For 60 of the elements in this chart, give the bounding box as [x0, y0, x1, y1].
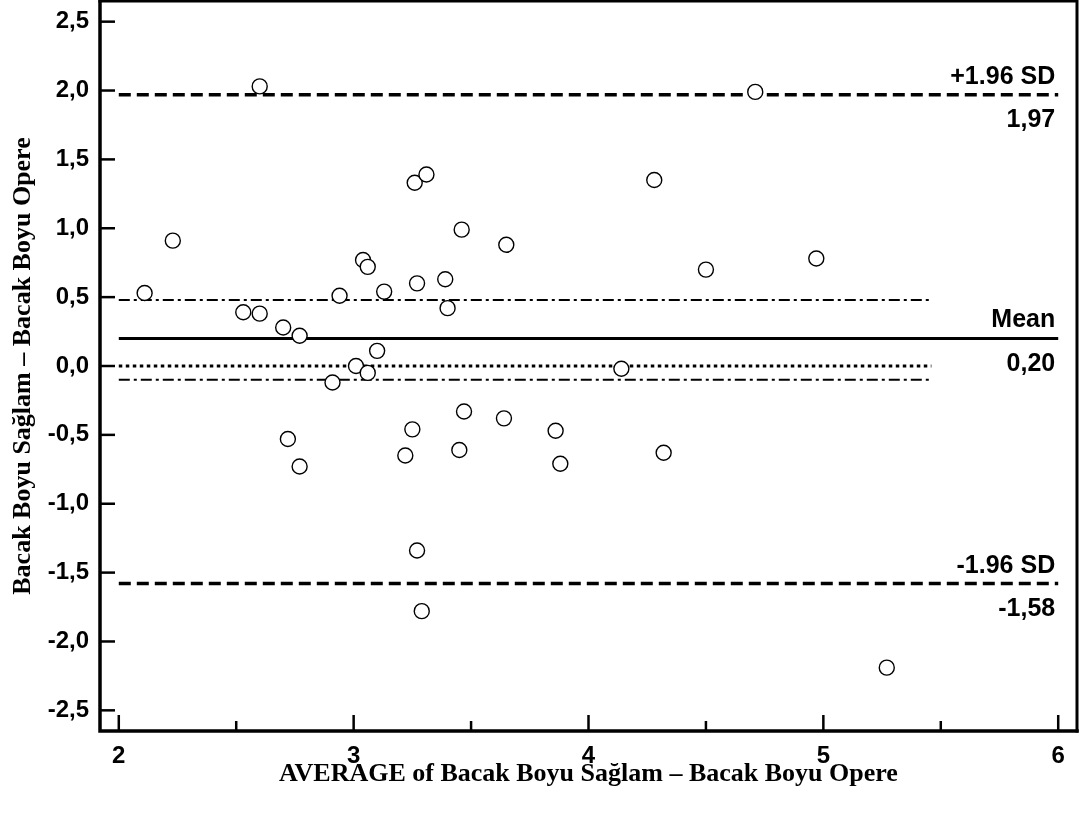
point — [404, 421, 421, 438]
point — [347, 357, 365, 375]
point — [274, 319, 292, 336]
point — [552, 455, 569, 472]
x-tick-label: 6 — [1051, 741, 1065, 769]
point — [235, 304, 252, 321]
annotation: -1,58 — [998, 593, 1056, 622]
point — [437, 271, 454, 288]
point — [136, 284, 153, 302]
point — [451, 441, 468, 459]
point — [453, 221, 470, 238]
point — [251, 78, 268, 95]
annotation: 1,97 — [1006, 104, 1056, 133]
point — [697, 261, 715, 278]
point — [291, 327, 308, 344]
point — [413, 602, 430, 620]
y-tick-label: -1,5 — [47, 557, 89, 585]
y-tick-label: -1,0 — [47, 488, 89, 516]
point — [331, 287, 348, 304]
ref-line-label: Mean — [991, 304, 1056, 333]
point — [495, 410, 513, 427]
point — [279, 430, 297, 448]
y-tick-label: 0,5 — [55, 281, 89, 309]
point — [646, 171, 663, 189]
y-tick-label: -2,0 — [47, 626, 89, 654]
point — [747, 83, 764, 101]
y-tick-label: -0,5 — [47, 419, 89, 447]
point — [408, 542, 426, 559]
x-tick-label: 2 — [112, 741, 126, 769]
point — [359, 364, 376, 382]
point — [291, 458, 308, 475]
annotation: 0,20 — [1006, 347, 1056, 376]
point — [455, 403, 473, 420]
point — [368, 342, 386, 360]
y-tick-label: 2,5 — [55, 6, 89, 34]
point — [359, 258, 376, 276]
point — [408, 275, 426, 292]
point — [375, 283, 393, 300]
point — [324, 374, 341, 391]
point — [613, 360, 630, 377]
point — [498, 236, 515, 253]
point — [547, 422, 564, 439]
point — [406, 174, 423, 192]
y-tick-label: 1,5 — [55, 144, 89, 172]
point — [878, 659, 895, 676]
ref-line-label: -1.96 SD — [956, 549, 1056, 578]
point — [808, 250, 825, 267]
y-tick-label: 2,0 — [55, 75, 89, 103]
y-axis-title: Bacak Boyu Sağlam – Bacak Boyu Opere — [7, 137, 37, 595]
y-tick-label: 1,0 — [55, 212, 89, 240]
point — [397, 447, 414, 464]
y-tick-label: -2,5 — [47, 694, 89, 722]
point — [164, 232, 182, 249]
point — [251, 305, 268, 322]
point — [418, 166, 435, 183]
x-tick-label: 5 — [816, 741, 831, 769]
point — [655, 444, 672, 461]
point — [439, 299, 456, 317]
y-tick-label: 0,0 — [55, 350, 89, 378]
ref-line-label: +1.96 SD — [950, 60, 1056, 89]
